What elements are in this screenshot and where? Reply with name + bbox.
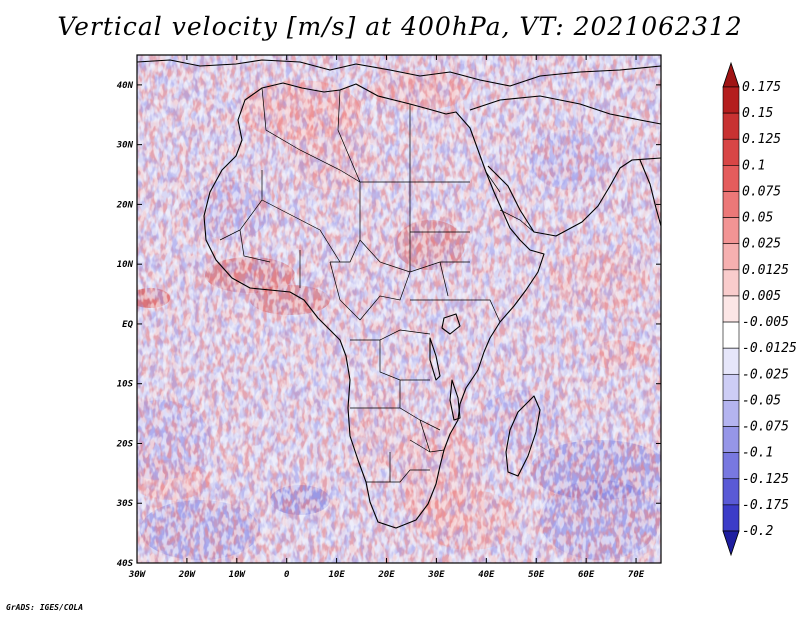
colorbar-swatch xyxy=(722,86,740,114)
colorbar-label: -0.075 xyxy=(742,420,789,435)
country-borders xyxy=(219,87,535,483)
colorbar-swatch xyxy=(722,217,740,245)
lon-tick-label: 0 xyxy=(284,570,290,580)
lat-tick-label: 20S xyxy=(116,439,134,449)
colorbar-label: -0.05 xyxy=(742,393,781,408)
arabia-coastline xyxy=(469,95,661,237)
madagascar-coastline xyxy=(505,395,541,477)
map-frame xyxy=(136,54,662,564)
border-lines xyxy=(219,87,535,483)
lat-tick-label: 30N xyxy=(116,141,134,151)
lon-tick-label: 70E xyxy=(628,570,645,580)
colorbar-label: 0.075 xyxy=(742,184,781,199)
lon-tick-label: 50E xyxy=(528,570,545,580)
lon-tick-label: 40E xyxy=(478,570,495,580)
longitude-ticks: 30W 20W 10W 0 10E 20E 30E 40E 50E 60E 70E xyxy=(128,55,645,580)
colorbar-swatch xyxy=(722,426,740,453)
lon-tick-label: 60E xyxy=(578,570,595,580)
lat-tick-label: 40N xyxy=(117,81,134,91)
colorbar-bottom-triangle xyxy=(722,530,740,557)
lat-tick-label: 10N xyxy=(117,260,134,270)
colorbar-label: 0.025 xyxy=(742,237,781,252)
colorbar-label: -0.0125 xyxy=(742,341,797,356)
colorbar-label: 0.005 xyxy=(742,289,781,304)
colorbar-swatch xyxy=(722,452,740,480)
colorbar: 0.175 0.15 0.125 0.1 0.075 0.05 0.025 0.0125 0.0… xyxy=(722,61,797,557)
lat-tick-label: EQ xyxy=(122,320,133,330)
lat-tick-label: 10S xyxy=(117,380,134,390)
colorbar-swatch xyxy=(722,112,740,140)
india-coastline xyxy=(639,159,661,227)
colorbar-swatch xyxy=(722,138,740,166)
chart-title: Vertical velocity [m/s] at 400hPa, VT: 2… xyxy=(57,12,743,41)
colorbar-swatch xyxy=(722,504,740,532)
field-texture-neutral xyxy=(137,55,661,563)
lat-tick-label: 30S xyxy=(116,499,134,509)
europe-coastline xyxy=(137,59,661,87)
lon-tick-label: 10E xyxy=(328,570,345,580)
colorbar-label: 0.1 xyxy=(742,158,765,173)
colorbar-label: -0.005 xyxy=(742,315,789,330)
lake-victoria xyxy=(441,313,461,335)
lon-tick-label: 20E xyxy=(377,570,395,580)
lat-tick-label: 20N xyxy=(116,200,134,210)
colorbar-label: -0.1 xyxy=(742,446,773,461)
lat-tick-label: 40S xyxy=(117,559,134,569)
colorbar-swatch xyxy=(722,373,740,401)
colorbar-swatch xyxy=(722,478,740,506)
colorbar-label: -0.2 xyxy=(742,524,773,539)
coastlines xyxy=(137,59,661,529)
latitude-ticks: 40N 30N 20N 10N EQ 10S 20S 30S 40S xyxy=(116,81,661,569)
colorbar-swatch xyxy=(722,191,740,218)
lon-tick-label: 10W xyxy=(229,570,247,580)
grads-credit: GrADS: IGES/COLA xyxy=(6,603,84,612)
colorbar-swatch xyxy=(722,347,740,375)
colorbar-top-triangle xyxy=(722,61,740,88)
colorbar-label: 0.05 xyxy=(742,211,773,226)
colorbar-label: 0.175 xyxy=(742,80,781,95)
lake-malawi xyxy=(449,379,461,421)
colorbar-label: 0.15 xyxy=(742,106,773,121)
colorbar-label: -0.175 xyxy=(742,498,789,513)
lon-tick-label: 30E xyxy=(427,570,445,580)
colorbar-swatch xyxy=(722,165,740,192)
lake-tanganyika xyxy=(429,337,441,381)
lon-tick-label: 30W xyxy=(128,570,147,580)
africa-coastline xyxy=(203,82,545,529)
colorbar-swatch xyxy=(722,295,740,323)
lon-tick-label: 20W xyxy=(178,570,197,580)
colorbar-label: -0.125 xyxy=(742,472,789,487)
colorbar-label: 0.0125 xyxy=(742,263,789,278)
colorbar-label: 0.125 xyxy=(742,132,781,147)
colorbar-label: -0.025 xyxy=(742,367,789,382)
colorbar-swatch xyxy=(722,269,740,297)
colorbar-swatch xyxy=(722,400,740,427)
velocity-field xyxy=(137,55,661,563)
colorbar-swatch xyxy=(722,321,740,349)
colorbar-swatch xyxy=(722,243,740,271)
